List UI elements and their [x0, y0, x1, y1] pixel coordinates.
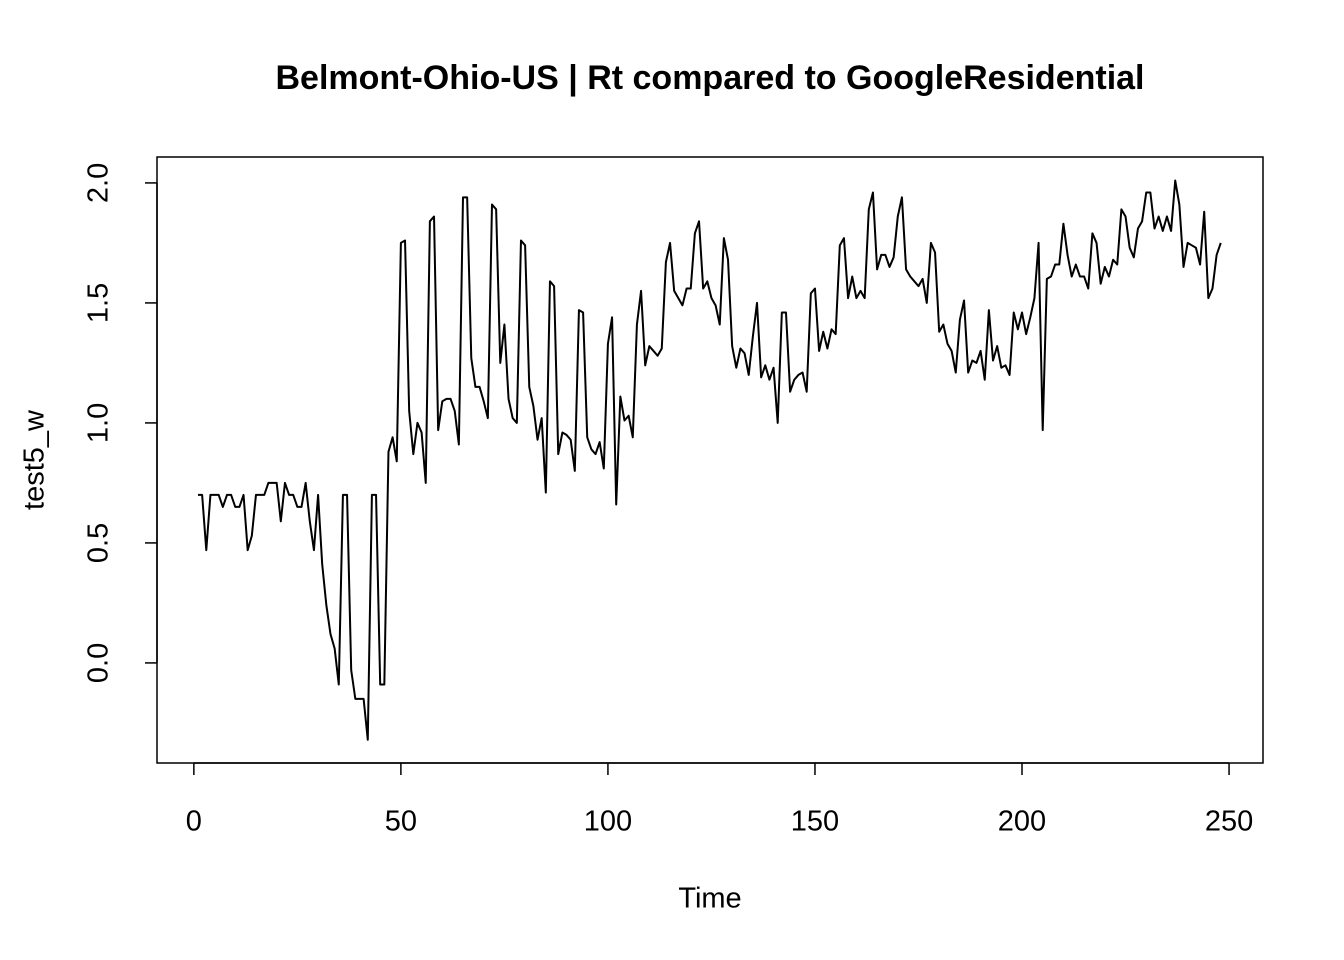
y-tick-label: 0.0 — [83, 643, 115, 683]
x-tick-label: 150 — [791, 806, 839, 838]
y-tick-label: 2.0 — [83, 163, 115, 203]
x-tick-label: 0 — [186, 806, 202, 838]
y-tick-label: 1.5 — [83, 283, 115, 323]
data-line — [197, 179, 1222, 741]
chart-title: Belmont-Ohio-US | Rt compared to GoogleR… — [275, 59, 1144, 97]
y-tick-label: 0.5 — [83, 523, 115, 563]
x-axis-label: Time — [678, 883, 741, 915]
y-axis-label: test5_w — [19, 409, 51, 510]
y-tick-label: 1.0 — [83, 403, 115, 443]
x-tick-label: 200 — [998, 806, 1046, 838]
x-tick-label: 50 — [385, 806, 417, 838]
x-tick-label: 250 — [1205, 806, 1253, 838]
x-tick-label: 100 — [584, 806, 632, 838]
